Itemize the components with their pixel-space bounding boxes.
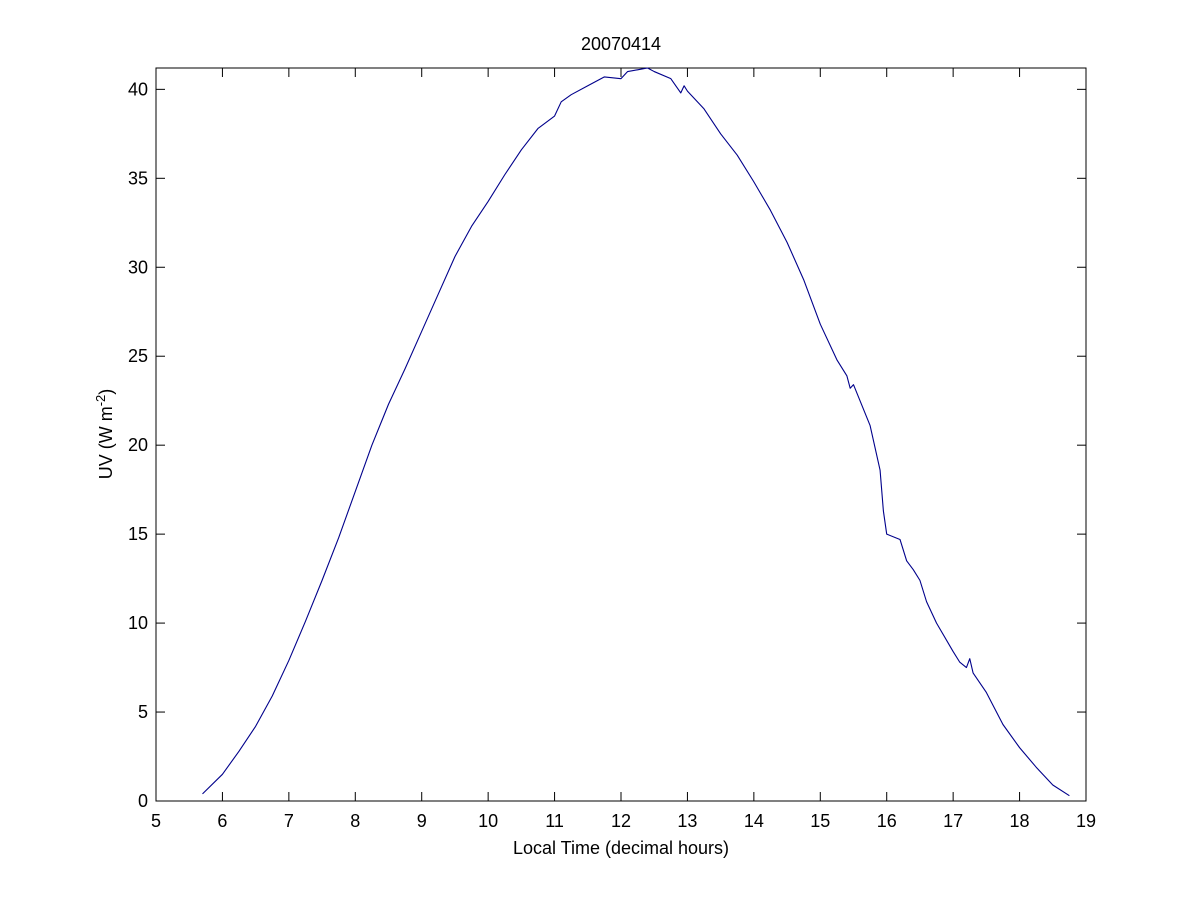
x-tick-label: 16 (877, 811, 897, 831)
y-tick-label: 40 (128, 79, 148, 99)
y-axis-ticks: 0 5 10 15 20 25 30 35 40 (128, 79, 1086, 811)
y-tick-label: 10 (128, 613, 148, 633)
y-tick-label: 5 (138, 702, 148, 722)
y-tick-label: 0 (138, 791, 148, 811)
y-tick-label: 35 (128, 168, 148, 188)
y-tick-label: 25 (128, 346, 148, 366)
x-tick-label: 15 (810, 811, 830, 831)
y-axis-label: UV (W m-2) (93, 389, 116, 480)
series-layer (202, 67, 1070, 797)
x-tick-label: 12 (611, 811, 631, 831)
y-tick-label: 20 (128, 435, 148, 455)
y-tick-label: 15 (128, 524, 148, 544)
x-tick-label: 8 (350, 811, 360, 831)
x-tick-label: 9 (417, 811, 427, 831)
uv-series-line (202, 67, 1070, 797)
x-axis-label: Local Time (decimal hours) (513, 838, 729, 858)
x-tick-label: 13 (677, 811, 697, 831)
y-axis-label-superscript: -2 (93, 395, 108, 407)
x-tick-label: 5 (151, 811, 161, 831)
x-tick-label: 18 (1010, 811, 1030, 831)
x-tick-label: 10 (478, 811, 498, 831)
x-tick-label: 19 (1076, 811, 1096, 831)
y-axis-label-suffix: ) (96, 389, 116, 395)
plot-area-frame (155, 67, 1087, 802)
y-axis-label-prefix: UV (W m (96, 406, 116, 479)
x-tick-label: 7 (284, 811, 294, 831)
chart-title: 20070414 (581, 34, 661, 54)
x-tick-label: 14 (744, 811, 764, 831)
x-tick-label: 6 (217, 811, 227, 831)
x-axis-ticks: 5 6 7 8 9 10 11 12 13 14 15 16 17 18 19 (151, 68, 1096, 831)
x-tick-label: 17 (943, 811, 963, 831)
y-tick-label: 30 (128, 257, 148, 277)
x-tick-label: 11 (545, 811, 564, 831)
